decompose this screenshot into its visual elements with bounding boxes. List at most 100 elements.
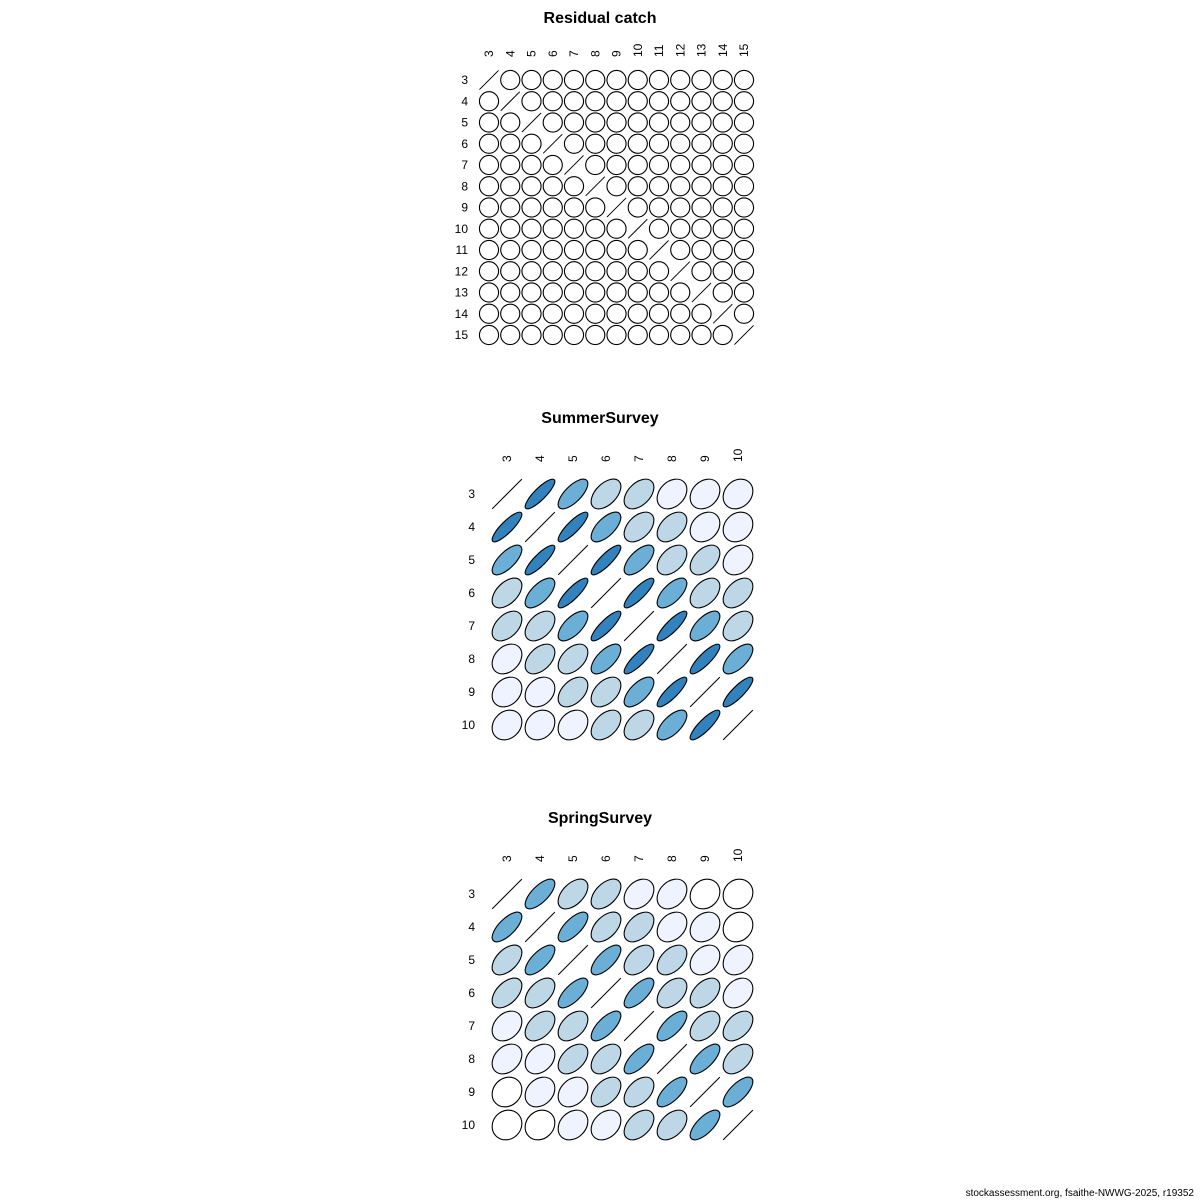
correlation-ellipse bbox=[627, 69, 648, 91]
correlation-ellipse bbox=[733, 218, 755, 239]
correlation-ellipse bbox=[712, 197, 733, 218]
correlation-ellipse bbox=[691, 112, 712, 133]
correlation-ellipse bbox=[557, 911, 589, 943]
correlation-ellipse bbox=[691, 154, 712, 176]
correlation-ellipse bbox=[722, 511, 754, 543]
correlation-ellipse bbox=[712, 176, 733, 197]
correlation-ellipse bbox=[670, 303, 691, 324]
correlation-ellipse bbox=[500, 197, 521, 218]
diagonal-line bbox=[557, 544, 589, 576]
column-label: 4 bbox=[503, 50, 517, 57]
correlation-ellipse bbox=[491, 977, 523, 1009]
correlation-ellipse bbox=[563, 239, 585, 261]
correlation-ellipse bbox=[623, 944, 655, 976]
row-label: 3 bbox=[468, 487, 475, 501]
correlation-ellipse bbox=[670, 154, 691, 176]
correlation-ellipse bbox=[524, 544, 556, 576]
correlation-ellipse bbox=[670, 133, 691, 154]
correlation-ellipse bbox=[557, 643, 589, 675]
correlation-ellipse bbox=[733, 303, 755, 324]
correlation-ellipse bbox=[733, 261, 755, 282]
diagonal-line bbox=[656, 1043, 688, 1075]
correlation-ellipse bbox=[585, 197, 606, 218]
correlation-ellipse bbox=[722, 544, 754, 576]
column-label: 9 bbox=[610, 50, 624, 57]
correlation-ellipse bbox=[623, 544, 655, 576]
correlation-ellipse bbox=[590, 544, 622, 576]
correlation-ellipse bbox=[670, 218, 691, 239]
correlation-ellipse bbox=[656, 709, 688, 741]
correlation-ellipse bbox=[585, 303, 606, 324]
correlation-ellipse bbox=[491, 1076, 523, 1108]
row-label: 10 bbox=[462, 1118, 476, 1132]
column-label: 4 bbox=[533, 855, 547, 862]
correlation-ellipse bbox=[712, 218, 733, 239]
correlation-ellipse bbox=[500, 69, 521, 91]
correlation-ellipse bbox=[623, 709, 655, 741]
column-label: 7 bbox=[567, 50, 581, 57]
correlation-ellipse bbox=[648, 112, 670, 133]
correlation-ellipse bbox=[585, 218, 606, 239]
correlation-ellipse bbox=[656, 610, 688, 642]
correlation-ellipse bbox=[656, 478, 688, 510]
correlation-ellipse bbox=[563, 303, 585, 324]
row-label: 4 bbox=[461, 94, 468, 108]
correlation-ellipse bbox=[524, 1043, 556, 1075]
column-label: 9 bbox=[698, 455, 712, 462]
correlation-ellipse bbox=[733, 91, 755, 112]
column-label: 5 bbox=[566, 455, 580, 462]
correlation-ellipse bbox=[606, 218, 627, 239]
column-label: 5 bbox=[525, 50, 539, 57]
correlation-ellipse bbox=[524, 977, 556, 1009]
row-label: 5 bbox=[468, 953, 475, 967]
correlation-ellipse bbox=[478, 133, 500, 154]
row-label: 11 bbox=[456, 243, 469, 257]
row-label: 5 bbox=[468, 553, 475, 567]
correlation-ellipse bbox=[585, 261, 606, 282]
column-label: 6 bbox=[546, 50, 560, 57]
correlation-ellipse bbox=[521, 154, 542, 176]
correlation-ellipse bbox=[542, 197, 563, 218]
correlation-ellipse bbox=[623, 878, 655, 910]
correlation-ellipse bbox=[521, 197, 542, 218]
correlation-ellipse bbox=[733, 112, 755, 133]
column-label: 6 bbox=[599, 855, 613, 862]
correlation-ellipse bbox=[606, 324, 627, 346]
correlation-ellipse bbox=[623, 1043, 655, 1075]
correlation-ellipse bbox=[648, 133, 670, 154]
correlation-ellipse bbox=[500, 218, 521, 239]
correlation-ellipse bbox=[521, 239, 542, 261]
correlation-ellipse bbox=[627, 303, 648, 324]
diagonal-line bbox=[656, 643, 688, 675]
correlation-ellipse bbox=[606, 261, 627, 282]
correlation-ellipse bbox=[491, 1010, 523, 1042]
correlation-ellipse bbox=[623, 911, 655, 943]
correlation-ellipse bbox=[627, 176, 648, 197]
correlation-ellipse bbox=[524, 478, 556, 510]
column-label: 8 bbox=[588, 50, 602, 57]
correlation-ellipse bbox=[623, 1076, 655, 1108]
correlation-ellipse bbox=[524, 1010, 556, 1042]
correlation-ellipse bbox=[670, 239, 691, 261]
correlation-ellipse bbox=[521, 303, 542, 324]
correlation-ellipse bbox=[590, 610, 622, 642]
correlation-ellipse bbox=[500, 324, 521, 346]
correlation-ellipse bbox=[563, 324, 585, 346]
correlation-ellipse bbox=[606, 154, 627, 176]
diagonal-line bbox=[722, 1109, 754, 1141]
correlation-ellipse bbox=[563, 69, 585, 91]
correlation-ellipse bbox=[491, 911, 523, 943]
correlation-ellipse bbox=[557, 977, 589, 1009]
correlation-ellipse bbox=[722, 1010, 754, 1042]
row-label: 7 bbox=[461, 158, 468, 172]
correlation-ellipse bbox=[606, 282, 627, 303]
panel-title: SummerSurvey bbox=[541, 410, 658, 427]
correlation-ellipse bbox=[563, 282, 585, 303]
correlation-ellipse bbox=[491, 1109, 523, 1141]
correlation-ellipse bbox=[733, 69, 755, 91]
correlation-ellipse bbox=[689, 1109, 721, 1141]
correlation-ellipse bbox=[521, 324, 542, 346]
correlation-ellipse bbox=[521, 69, 542, 91]
correlation-ellipse bbox=[623, 676, 655, 708]
